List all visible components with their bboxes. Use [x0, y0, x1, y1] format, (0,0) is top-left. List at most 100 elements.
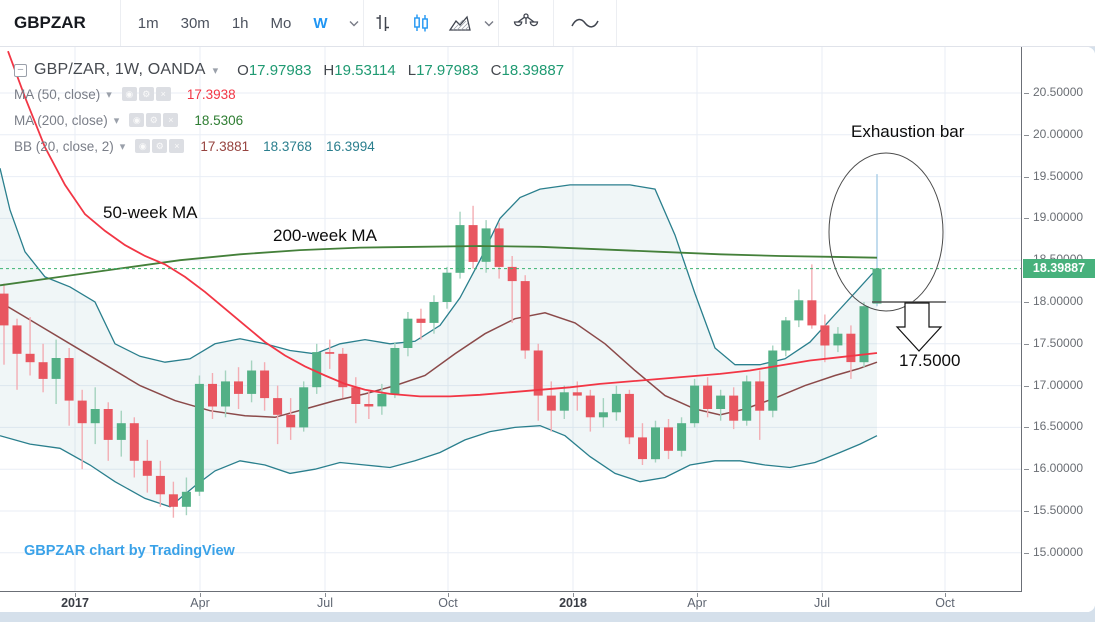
chart-plot-area[interactable]: − GBP/ZAR, 1W, OANDA ▾ O17.97983 H19.5311…: [0, 47, 1022, 592]
candle-body: [221, 381, 230, 407]
ma50-annotation-label: 50-week MA: [103, 203, 198, 222]
time-axis[interactable]: 2017 Apr Jul Oct 2018 Apr Jul Oct: [0, 593, 1095, 612]
candle-body: [572, 392, 582, 396]
candle-body: [585, 395, 595, 418]
chart-type-dropdown-chevron-icon[interactable]: [480, 14, 498, 33]
candle-body: [703, 385, 713, 409]
ma50-line: [7, 50, 878, 398]
interval-button-Mo[interactable]: Mo: [262, 9, 301, 38]
indicator-close-icon[interactable]: ×: [169, 139, 185, 153]
candle-body: [677, 423, 687, 451]
candle-body: [468, 225, 478, 262]
candle-body: [364, 404, 374, 407]
candle-body: [273, 398, 283, 415]
compare-icon[interactable]: [499, 5, 553, 41]
candle-body: [651, 427, 660, 460]
time-tick-label: Apr: [190, 596, 210, 610]
candle-body: [768, 350, 778, 411]
indicator-name: BB (20, close, 2): [14, 138, 114, 154]
interval-button-1m[interactable]: 1m: [129, 9, 168, 38]
candle-body: [247, 370, 257, 394]
candle-body: [742, 381, 752, 421]
interval-dropdown-chevron-icon[interactable]: [345, 14, 363, 33]
time-tick: [945, 593, 946, 597]
candlestick-chart: [0, 47, 1021, 591]
toolbar-separator: [552, 0, 554, 46]
candle-body: [286, 414, 296, 428]
price-tick-label: 17.50000: [1023, 335, 1084, 350]
candle-body: [481, 228, 491, 262]
indicator-gear-icon[interactable]: ⚙: [152, 139, 168, 153]
indicator-row: MA (50, close) ▾ ◉ ⚙ × 17.3938: [14, 81, 564, 107]
indicator-name: MA (200, close): [14, 112, 108, 128]
candle-body: [755, 381, 765, 411]
bar-chart-type-icon[interactable]: [364, 6, 402, 40]
candle-body: [38, 362, 48, 379]
symbol-dropdown-caret-icon[interactable]: ▾: [212, 64, 219, 77]
price-tick-label: 16.00000: [1023, 461, 1084, 476]
candle-body: [416, 318, 426, 323]
price-tick-label: 20.00000: [1023, 126, 1084, 141]
candle-body: [611, 393, 621, 413]
candle-body: [142, 460, 152, 476]
price-tick-label: 15.50000: [1023, 502, 1084, 517]
interval-button-30m[interactable]: 30m: [172, 9, 219, 38]
toolbar-separator: [362, 0, 364, 46]
candle-body: [103, 409, 113, 440]
indicator-close-icon[interactable]: ×: [155, 87, 171, 101]
candle-body: [64, 358, 74, 401]
candlestick-chart-type-icon[interactable]: [402, 6, 440, 40]
candle-body: [351, 387, 361, 404]
candle-body: [559, 392, 569, 411]
price-tick-label: 15.00000: [1023, 544, 1084, 559]
chart-header: − GBP/ZAR, 1W, OANDA ▾ O17.97983 H19.5311…: [14, 59, 564, 159]
indicator-gear-icon[interactable]: ⚙: [138, 87, 154, 101]
candle-body: [155, 475, 165, 495]
candle-body: [638, 437, 647, 460]
exhaustion-ellipse-annotation[interactable]: [828, 152, 944, 312]
indicators-wave-icon[interactable]: [554, 7, 616, 39]
candle-body: [429, 302, 439, 323]
indicator-close-icon[interactable]: ×: [163, 113, 179, 127]
candle-body: [129, 423, 139, 461]
down-arrow-annotation[interactable]: [895, 302, 943, 352]
ohlc-item-O: O17.97983: [237, 61, 312, 79]
toolbar-separator: [119, 0, 121, 46]
indicator-dropdown-caret-icon[interactable]: ▾: [113, 114, 120, 127]
indicator-name: MA (50, close): [14, 86, 101, 102]
area-chart-type-icon[interactable]: [440, 6, 480, 40]
candle-body: [846, 333, 856, 363]
candle-body: [507, 266, 517, 282]
interval-button-1h[interactable]: 1h: [223, 9, 258, 38]
top-toolbar: GBPZAR 1m 30m 1h Mo W: [0, 0, 1095, 47]
bollinger-lower-line: [0, 425, 878, 508]
indicator-eye-icon[interactable]: ◉: [129, 113, 145, 127]
indicator-legend: MA (50, close) ▾ ◉ ⚙ × 17.3938 MA (200, close)…: [14, 81, 564, 159]
ohlc-item-L: L17.97983: [407, 61, 479, 79]
collapse-chart-icon[interactable]: −: [14, 63, 27, 77]
candle-body: [520, 281, 530, 351]
time-tick: [573, 593, 574, 597]
candle-body: [77, 400, 87, 424]
time-tick-label: Jul: [317, 596, 333, 610]
candle-body: [872, 268, 882, 304]
candle-body: [0, 293, 9, 326]
interval-button-group: 1m 30m 1h Mo W: [121, 9, 345, 38]
interval-button-W[interactable]: W: [304, 9, 336, 38]
candle-body: [794, 300, 804, 321]
tradingview-watermark-link[interactable]: GBPZAR chart by TradingView: [24, 543, 235, 559]
time-tick: [448, 593, 449, 597]
indicator-eye-icon[interactable]: ◉: [121, 87, 137, 101]
candle-body: [546, 395, 556, 411]
bollinger-fill: [0, 168, 877, 507]
candle-body: [390, 348, 400, 394]
price-axis[interactable]: 18.39887 20.50000 20.00000 19.50000 19.0000…: [1023, 47, 1095, 592]
candle-body: [51, 358, 61, 379]
indicator-dropdown-caret-icon[interactable]: ▾: [106, 88, 112, 101]
candle-body: [781, 320, 791, 351]
ohlc-item-H: H19.53114: [323, 61, 396, 79]
indicator-eye-icon[interactable]: ◉: [135, 139, 151, 153]
indicator-dropdown-caret-icon[interactable]: ▾: [119, 140, 126, 153]
target-price-annotation-label: 17.5000: [899, 351, 961, 370]
indicator-gear-icon[interactable]: ⚙: [146, 113, 162, 127]
